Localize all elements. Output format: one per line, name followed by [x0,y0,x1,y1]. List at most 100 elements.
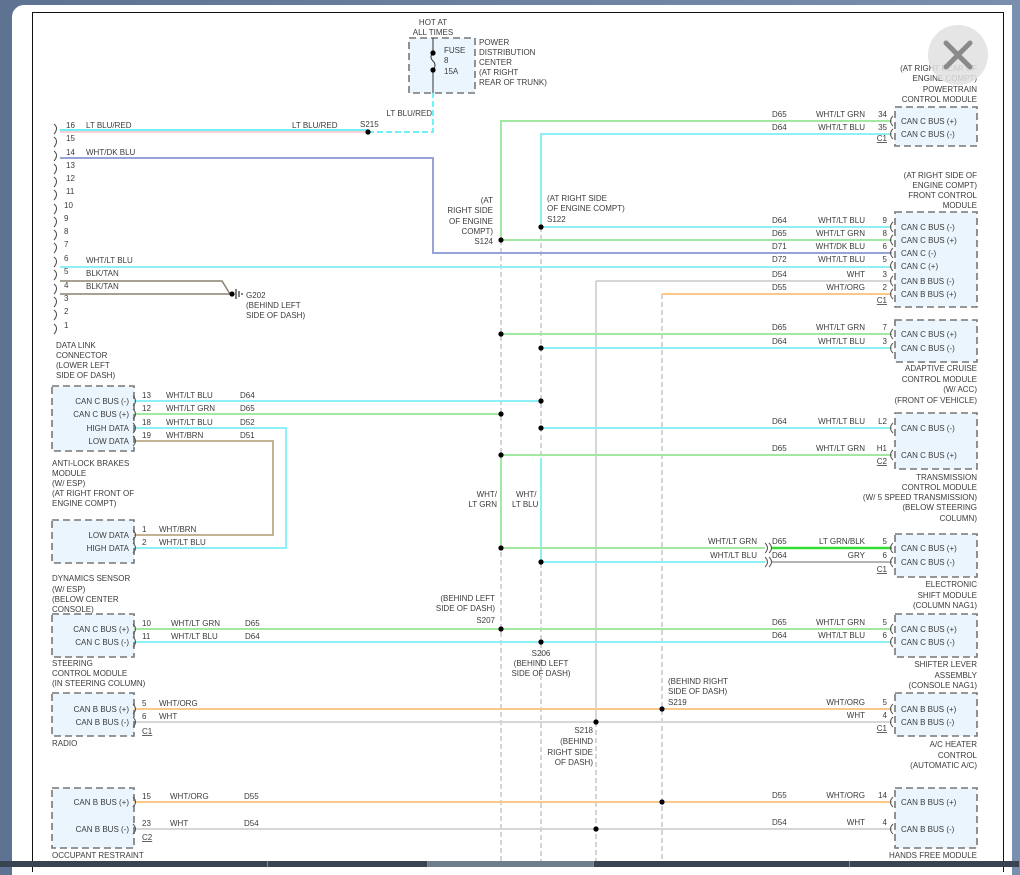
splice-dot [498,545,504,551]
close-button[interactable] [928,25,988,85]
pin-number: 6 [883,631,888,640]
toolbar-segment[interactable] [0,861,268,867]
fuse-terminal [430,67,436,73]
ground-id: G202 [246,291,266,300]
pin-number: 8 [883,229,888,238]
pin-number: 34 [878,110,887,119]
wire-color-label: WHT/LT BLU [710,551,757,560]
dlc-pin-icon [53,323,57,335]
wire-color-label: WHT/DK BLU [816,242,866,251]
circuit-id: D64 [240,391,255,400]
connector-id: C2 [142,833,153,842]
splice-s206: (BEHIND LEFT [514,659,569,668]
splice-dot [538,224,544,230]
module-name: HANDS FREE MODULE [889,851,977,860]
circuit-id: D64 [772,631,787,640]
module-name: (FRONT OF VEHICLE) [894,396,977,405]
connector-pin-icon [132,542,136,554]
module-name: (W/ 5 SPEED TRANSMISSION) [863,493,977,502]
toolbar-segment[interactable] [594,861,850,867]
wire-color-label: BLK/TAN [86,269,119,278]
dlc-pin-icon [53,283,57,295]
module-name: (W/ ACC) [943,385,977,394]
wire-color-label: WHT [847,270,865,279]
pin-number: 10 [142,619,151,628]
pdc-location: DISTRIBUTION [479,48,536,57]
wire-color-label: WHT/LT BLU [818,417,865,426]
fuse-label: 8 [444,56,449,65]
circuit-id: D64 [772,337,787,346]
wire-d64-pcm [540,133,892,227]
connector-pin-icon [890,449,894,461]
close-x-icon [943,40,973,70]
connector-pin-icon [890,823,894,835]
pdc-location: CENTER [479,58,512,67]
wire-color-label: GRY [848,551,866,560]
wire-color-label: LT GRN/BLK [819,537,866,546]
splice-s207: S207 [476,616,495,625]
pin-function: CAN B BUS (-) [901,825,955,834]
wire-color-label: WHT [159,712,177,721]
module-name: ENGINE COMPT) [913,181,978,190]
circuit-id: D64 [772,123,787,132]
connector-pin-icon [890,556,894,568]
wire-color-label: WHT/LT BLU [86,256,133,265]
pin-function: CAN C (-) [901,249,936,258]
pin-number: 3 [883,270,888,279]
dlc-name: CONNECTOR [56,351,108,360]
splice-s206: SIDE OF DASH) [511,669,570,678]
pin-number: 6 [142,712,147,721]
pin-number: 9 [883,216,888,225]
wire-dlc16-dashed [368,93,434,133]
pin-number: 18 [142,418,151,427]
module-name: CONTROL MODULE [52,669,127,678]
wire-color-label: WHT/ORG [826,283,865,292]
pdc-location: POWER [479,38,509,47]
module-name: COLUMN) [940,514,978,523]
connector-pin-icon [132,623,136,635]
connector-pin-icon [132,823,136,835]
connector-pin-icon [890,422,894,434]
pin-number: 4 [883,818,888,827]
pin-function: HIGH DATA [87,544,130,553]
wire-color-label: BLK/TAN [86,282,119,291]
dlc-pin-icon [53,229,57,241]
pin-function: CAN C BUS (-) [901,424,955,433]
toolbar-segment-active[interactable] [428,861,594,867]
dlc-pin-icon [53,269,57,281]
connector-pin-icon [132,395,136,407]
ground-icon [235,289,243,299]
wire-color-label: WHT/LT BLU [818,255,865,264]
dlc-pin-number: 11 [66,187,75,196]
circuit-id: D55 [772,791,787,800]
module-right-1 [894,211,978,308]
splice-s124: (AT [481,196,493,205]
wire-color-label: WHT/ORG [170,792,209,801]
module-name: ASSEMBLY [934,671,977,680]
module-name: (AUTOMATIC A/C) [910,761,977,770]
pin-function: CAN C BUS (-) [901,223,955,232]
splice-dot [498,237,504,243]
splice-dot [538,559,544,565]
circuit-id: D65 [772,444,787,453]
splice-s122: (AT RIGHT SIDE [547,194,607,203]
module-right-0 [894,106,978,147]
connector-pin-icon [890,623,894,635]
circuit-id: D64 [772,216,787,225]
connector-pin-icon [132,636,136,648]
pin-function: CAN C BUS (+) [901,117,957,126]
wire-color-label: WHT/LT GRN [816,444,865,453]
pin-number: 23 [142,819,151,828]
circuit-id: D65 [772,110,787,119]
module-name: ELECTRONIC [925,580,977,589]
dlc-pin-number: 3 [64,294,69,303]
module-name: STEERING [52,659,93,668]
dlc-pin-icon [53,309,57,321]
pin-function: CAN B BUS (-) [76,825,130,834]
connector-pin-icon [890,636,894,648]
toolbar-segment[interactable] [850,861,1020,867]
connector-pin-icon [890,716,894,728]
toolbar-segment[interactable] [268,861,428,867]
pin-function: CAN C BUS (+) [901,451,957,460]
dlc-pin-icon [53,163,57,175]
